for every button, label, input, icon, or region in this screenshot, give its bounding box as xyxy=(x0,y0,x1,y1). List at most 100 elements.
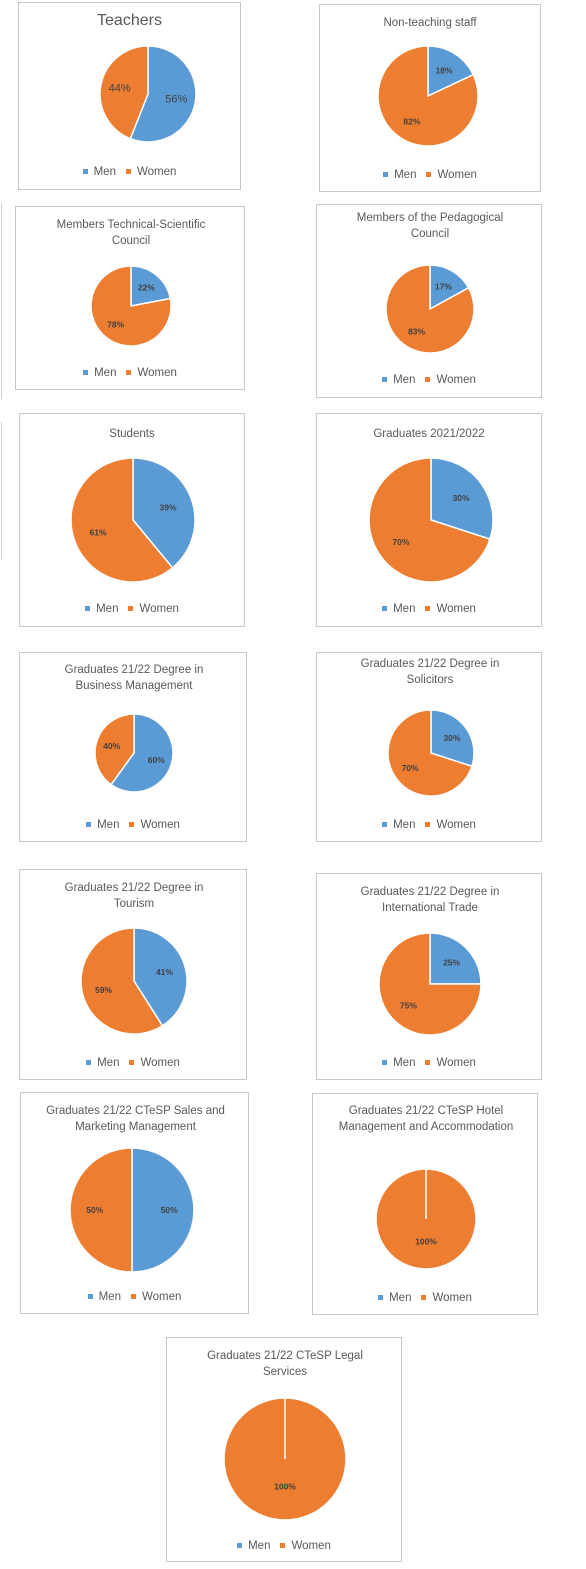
pie-chart: 100% xyxy=(223,1397,347,1521)
legend-label: Women xyxy=(291,1539,331,1552)
legend-label: Women xyxy=(139,602,179,615)
legend-item-women: Women xyxy=(425,602,476,616)
legend-swatch-women xyxy=(128,606,134,611)
pie-chart: 41% 59% xyxy=(80,927,188,1035)
data-label-women: 70% xyxy=(402,763,419,773)
data-label-men: 56% xyxy=(165,93,187,105)
legend-item-women: Women xyxy=(129,818,180,832)
legend-item-women: Women xyxy=(425,818,476,832)
legend-item-men: Men xyxy=(86,818,119,832)
pie-chart: 18% 82% xyxy=(377,45,479,147)
stray-border-line xyxy=(1,422,2,560)
legend-item-men: Men xyxy=(87,1290,121,1304)
pie-slice-women xyxy=(368,457,491,583)
chart-graduates-21-22-degree-in-tourism: Graduates 21/22 Degree in Tourism 41% 59% M… xyxy=(19,869,247,1080)
legend: Men Women xyxy=(320,167,540,182)
data-label-men: 22% xyxy=(138,283,155,293)
chart-graduates-21-22-ctesp-legal-services: Graduates 21/22 CTeSP Legal Services 100%… xyxy=(166,1337,402,1562)
legend-item-women: Women xyxy=(425,373,476,387)
legend-item-women: Women xyxy=(126,366,177,380)
chart-teachers: Teachers 56% 44% Men Women xyxy=(18,2,241,190)
data-label-men: 41% xyxy=(156,967,173,977)
legend-item-men: Men xyxy=(382,1056,415,1070)
legend-swatch-women xyxy=(425,606,431,611)
chart-graduates-21-22-degree-in-business-management: Graduates 21/22 Degree in Business Manag… xyxy=(19,652,247,842)
chart-title: Graduates 21/22 CTeSP Hotel Management a… xyxy=(338,1105,514,1133)
legend-item-women: Women xyxy=(125,165,176,179)
legend-swatch-women xyxy=(426,172,432,177)
pie-slice-women xyxy=(387,709,473,797)
legend-label: Women xyxy=(436,1056,476,1069)
legend-label: Men xyxy=(393,373,416,386)
legend-swatch-men xyxy=(382,822,388,827)
legend-item-women: Women xyxy=(425,1056,476,1070)
data-label-women: 44% xyxy=(109,83,131,95)
chart-title: Members Technical-Scientific Council xyxy=(56,219,206,247)
legend-item-men: Men xyxy=(237,1539,270,1553)
legend: Men Women xyxy=(20,601,244,616)
legend-label: Men xyxy=(248,1539,271,1552)
legend-swatch-men xyxy=(86,822,92,827)
pie-slice-women xyxy=(90,265,172,347)
legend-swatch-women xyxy=(421,1295,427,1300)
legend-label: Women xyxy=(432,1291,472,1304)
data-label-women: 100% xyxy=(415,1237,437,1247)
legend-label: Men xyxy=(94,366,117,379)
legend-label: Men xyxy=(389,1291,412,1304)
legend-swatch-men xyxy=(382,377,388,382)
legend: Men Women xyxy=(313,1290,537,1305)
pie-slice-men xyxy=(430,457,494,541)
chart-students: Students 39% 61% Men Women xyxy=(19,413,245,627)
legend-swatch-men xyxy=(82,169,88,174)
legend-swatch-men xyxy=(378,1295,384,1300)
chart-title: Teachers xyxy=(97,12,162,29)
legend-label: Men xyxy=(96,602,119,615)
legend-swatch-men xyxy=(83,370,89,375)
chart-members-technical-scientific-council: Members Technical-Scientific Council 22% 7… xyxy=(15,206,245,390)
legend-label: Men xyxy=(393,1056,416,1069)
legend-label: Women xyxy=(141,1290,182,1303)
pie-slice-men xyxy=(110,713,174,793)
pie-slice-women xyxy=(385,264,475,354)
legend-label: Women xyxy=(437,168,477,181)
legend-label: Men xyxy=(98,1290,121,1303)
data-label-women: 40% xyxy=(103,741,120,751)
chart-title: Graduates 2021/2022 xyxy=(373,428,485,440)
pie-slice-women xyxy=(69,1147,133,1273)
data-label-women: 82% xyxy=(403,116,420,126)
chart-title: Graduates 21/22 CTeSP Sales and Marketin… xyxy=(46,1105,225,1133)
legend-swatch-women xyxy=(130,1294,136,1299)
legend-item-women: Women xyxy=(129,1056,180,1070)
legend-swatch-men xyxy=(86,1060,92,1065)
pie-slice-men xyxy=(129,45,197,143)
chart-title: Graduates 21/22 Degree in Solicitors xyxy=(360,658,500,686)
pie-slice-men xyxy=(430,709,475,768)
pie-chart: 25% 75% xyxy=(378,932,482,1036)
legend-item-men: Men xyxy=(86,1056,119,1070)
legend-swatch-women xyxy=(125,169,131,174)
legend-item-women: Women xyxy=(426,168,477,182)
legend-swatch-women xyxy=(129,1060,135,1065)
pie-chart: 30% 70% xyxy=(387,709,475,797)
chart-title: Members of the Pedagogical Council xyxy=(356,212,504,240)
pie-slice-women xyxy=(377,45,479,147)
legend-label: Men xyxy=(97,818,120,831)
pie-chart: 56% 44% xyxy=(99,45,197,143)
legend-label: Men xyxy=(97,1056,120,1069)
legend-item-women: Women xyxy=(128,602,179,616)
legend-label: Women xyxy=(140,1056,180,1069)
pie-slice-women xyxy=(378,932,482,1036)
legend: Men Women xyxy=(19,164,240,179)
data-label-women: 59% xyxy=(95,985,112,995)
legend: Men Women xyxy=(317,601,541,616)
legend-item-men: Men xyxy=(383,168,416,182)
pie-slice-women xyxy=(80,927,164,1035)
legend-label: Women xyxy=(436,373,476,386)
legend-swatch-men xyxy=(382,1060,388,1065)
legend-label: Men xyxy=(393,818,416,831)
pie-slice-men xyxy=(429,932,482,985)
legend-swatch-men xyxy=(87,1294,93,1299)
pie-chart: 60% 40% xyxy=(94,713,174,793)
data-label-women: 83% xyxy=(408,327,425,337)
legend-item-men: Men xyxy=(378,1291,411,1305)
